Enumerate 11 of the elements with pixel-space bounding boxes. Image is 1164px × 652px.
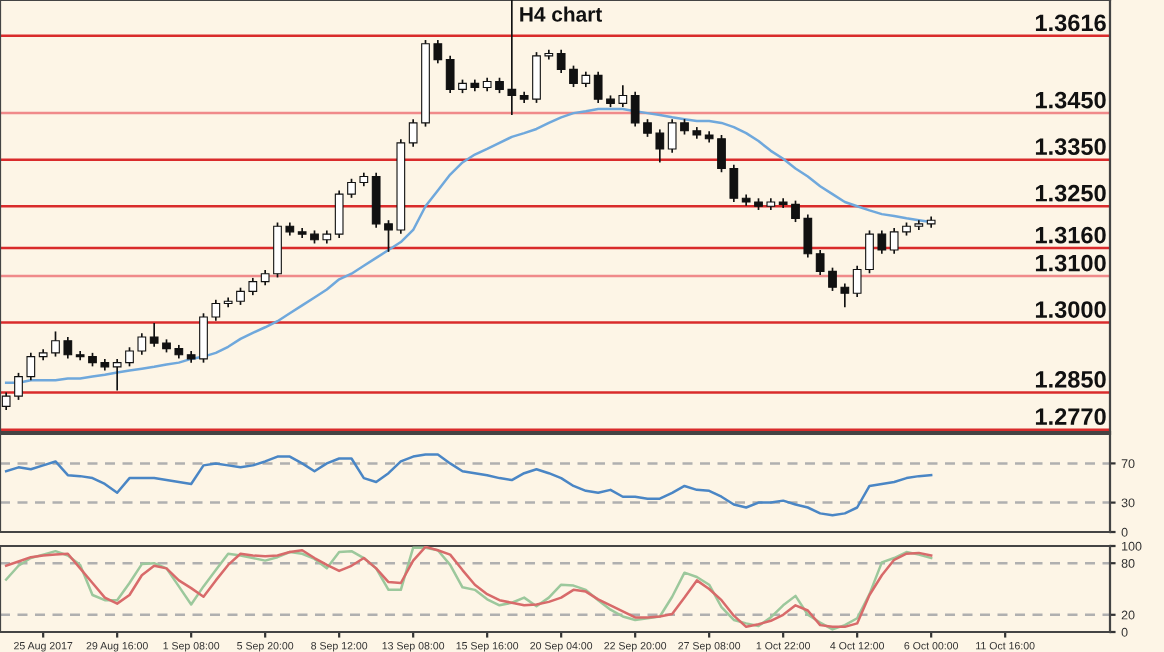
ref-line-label: 1.3000 [1035, 301, 1106, 318]
ref-line-label: 1.3160 [1035, 226, 1106, 244]
ref-line-label: 1.2770 [1035, 408, 1106, 426]
ref-line-label: 1.3250 [1035, 184, 1106, 202]
line-series [4, 453, 933, 517]
ref-line-label: 1.2850 [1035, 371, 1106, 388]
ref-line-label: 1.3616 [1035, 14, 1106, 32]
ref-line-label: 1.3100 [1035, 254, 1106, 272]
ref-line-label: 1.3450 [1035, 91, 1106, 109]
chart-title: H4 chart [520, 6, 602, 22]
ref-line-label: 1.3350 [1035, 138, 1106, 156]
